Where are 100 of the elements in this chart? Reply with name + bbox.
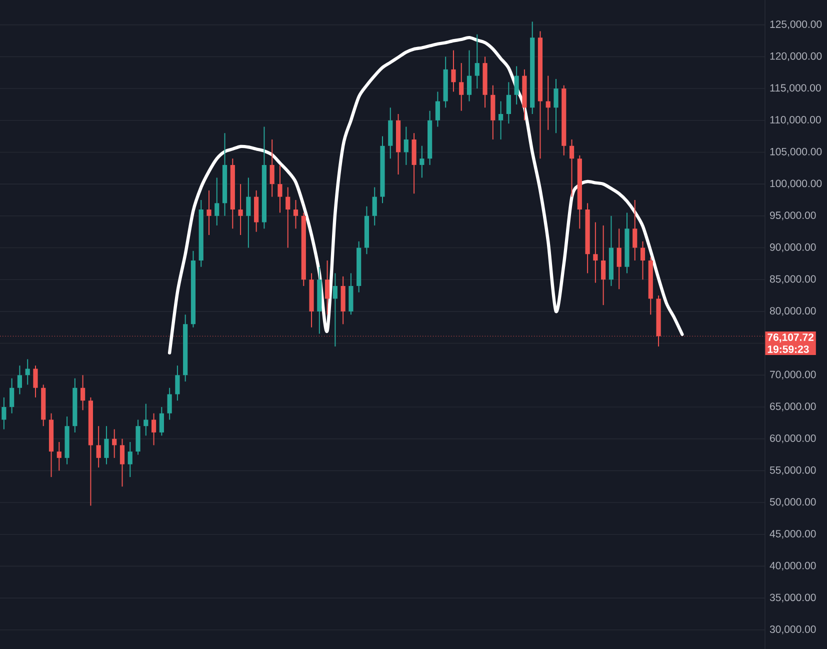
candlestick <box>238 184 243 236</box>
candlestick <box>286 186 290 248</box>
candlestick <box>514 66 519 105</box>
candlestick <box>80 374 86 411</box>
candlestick <box>585 202 590 274</box>
candlestick <box>482 56 488 108</box>
y-tick-label: 110,000.00 <box>770 116 821 125</box>
candlestick <box>222 132 228 216</box>
candlestick <box>554 78 558 134</box>
candlestick <box>17 365 22 395</box>
candlestick <box>144 403 148 436</box>
candlestick <box>404 126 408 166</box>
candlestick <box>167 387 172 420</box>
y-tick-label: 90,000.00 <box>770 243 816 252</box>
candlestick <box>498 100 504 140</box>
y-tick-label: 105,000.00 <box>770 148 822 157</box>
candlestick <box>112 428 117 458</box>
candlestick <box>317 266 322 334</box>
candlestick <box>278 164 282 214</box>
y-tick-label: 100,000.00 <box>770 180 822 188</box>
candlestick <box>309 272 314 328</box>
candlestick <box>175 365 180 402</box>
candlestick <box>206 190 212 236</box>
candlestick <box>569 138 574 198</box>
candlestick <box>198 199 204 268</box>
candlestick <box>262 126 267 230</box>
candlestick <box>608 215 614 286</box>
candlestick <box>151 412 156 446</box>
y-tick-label: 95,000.00 <box>770 212 816 220</box>
y-tick-label: 125,000.00 <box>770 20 822 30</box>
candlestick <box>640 240 646 280</box>
candlestick <box>562 84 566 156</box>
y-tick-label: 40,000.00 <box>770 562 816 571</box>
candlestick <box>428 110 432 166</box>
candlestick <box>632 199 638 261</box>
candlestick <box>451 50 456 92</box>
candlestick <box>380 136 385 204</box>
candlestick <box>246 177 251 248</box>
candlestick <box>56 442 62 472</box>
candlestick <box>466 50 472 102</box>
candlestick <box>372 186 377 226</box>
candlestick <box>490 84 496 140</box>
y-tick-label: 115,000.00 <box>770 84 821 93</box>
ref-line-label: 76,107.72 <box>768 334 814 342</box>
candlestick <box>2 396 6 430</box>
candlestick <box>624 212 630 274</box>
candlestick <box>270 138 274 198</box>
candlestick <box>593 222 598 284</box>
y-tick-label: 50,000.00 <box>770 498 816 507</box>
candlestick <box>324 260 330 316</box>
candlestick <box>88 396 93 506</box>
candlestick <box>616 228 622 290</box>
candlestick <box>459 62 464 112</box>
candlestick <box>41 384 46 427</box>
y-tick-label: 55,000.00 <box>770 466 816 476</box>
y-tick-label: 60,000.00 <box>770 434 816 444</box>
candlestick <box>104 426 109 465</box>
candlestick <box>48 412 54 478</box>
candlestick <box>396 114 401 176</box>
y-tick-label: 65,000.00 <box>770 402 816 412</box>
y-tick-label: 70,000.00 <box>770 370 816 380</box>
candlestick <box>64 416 70 465</box>
candlestick <box>356 240 362 293</box>
candlestick <box>474 34 480 90</box>
candlestick <box>420 145 424 178</box>
candlestick <box>293 199 298 230</box>
candlestick <box>601 224 606 306</box>
candlestick <box>435 91 440 128</box>
candlestick <box>159 406 164 436</box>
y-tick-label: 85,000.00 <box>770 275 816 284</box>
y-tick-label: 30,000.00 <box>770 626 816 634</box>
candlestick <box>546 75 550 130</box>
y-tick-label: 35,000.00 <box>770 594 816 602</box>
candlestick <box>301 212 306 286</box>
candlestick <box>522 68 527 121</box>
candlestick <box>230 158 235 230</box>
y-tick-label: 45,000.00 <box>770 530 816 539</box>
candlestick <box>412 132 416 194</box>
candlestick <box>10 378 14 414</box>
candlestick <box>254 190 259 232</box>
candlestick <box>190 250 196 328</box>
candlestick <box>530 21 535 114</box>
candlestick <box>33 365 38 398</box>
candlestick <box>577 154 582 230</box>
candlestick <box>25 358 30 386</box>
text: 19:59:23 <box>768 346 809 353</box>
candlestick <box>96 426 101 468</box>
candlestick <box>538 30 543 160</box>
candlestick <box>72 378 78 433</box>
candlestick <box>388 107 393 160</box>
candlestick <box>136 419 140 456</box>
candlestick <box>340 276 346 325</box>
candlestick <box>348 272 354 316</box>
candlestick <box>120 438 125 488</box>
candlestick <box>443 56 448 108</box>
y-tick-label: 120,000.00 <box>770 52 822 62</box>
candlestick <box>332 272 338 347</box>
line-series <box>168 36 684 354</box>
candlestick <box>214 177 220 226</box>
candlestick <box>128 442 132 478</box>
